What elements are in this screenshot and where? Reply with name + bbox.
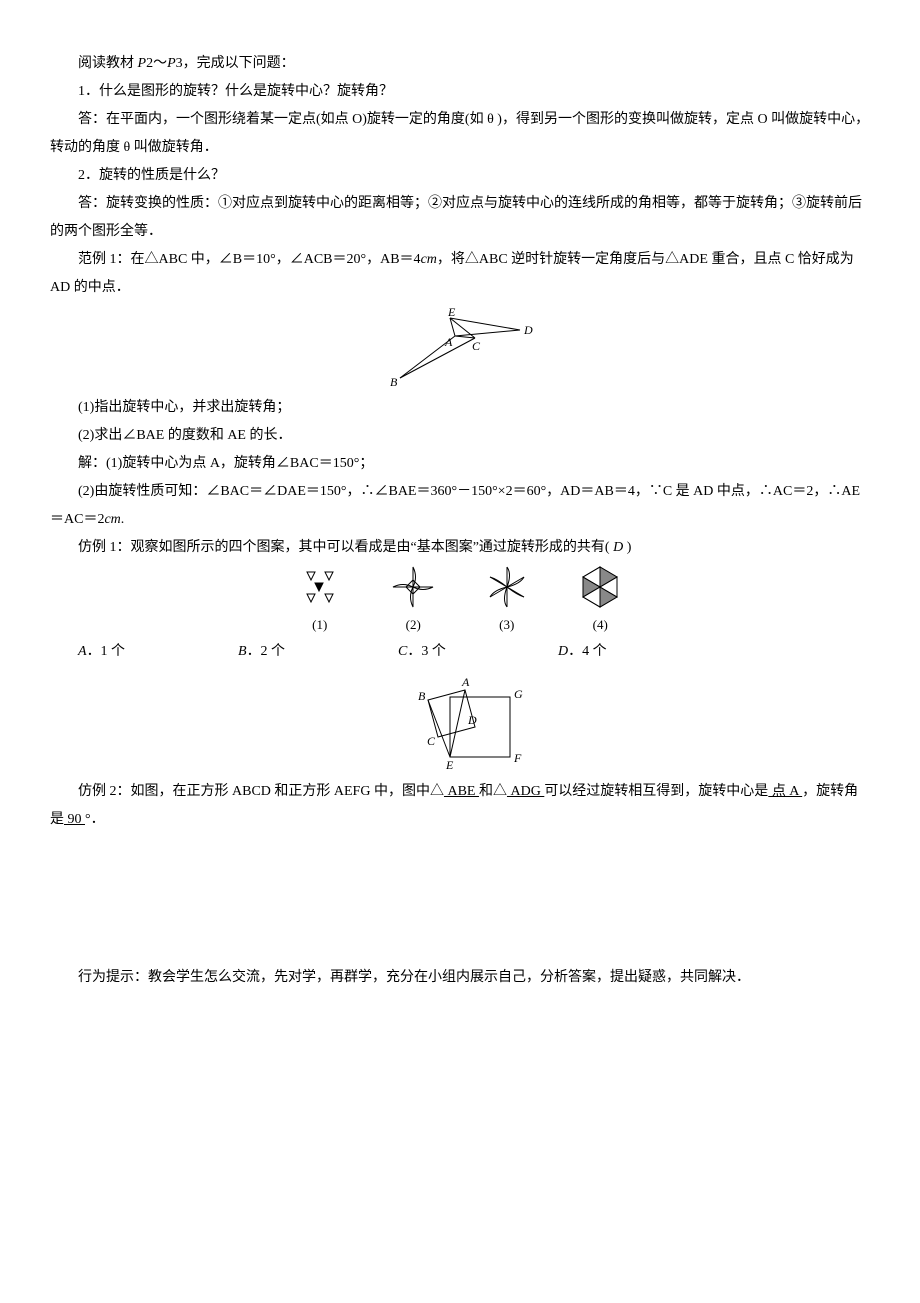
ex1-cm: cm — [421, 252, 437, 267]
opt-c-text: ．3 个 — [407, 644, 446, 659]
ex1-pre: 范例 1：在△ABC 中，∠B＝10°，∠ACB＝20°，AB＝4 — [78, 252, 421, 267]
ex1-line: 范例 1：在△ABC 中，∠B＝10°，∠ACB＝20°，AB＝4cm，将△AB… — [50, 246, 870, 302]
hint-line: 行为提示：教会学生怎么交流，先对学，再群学，充分在小组内展示自己，分析答案，提出… — [50, 964, 870, 992]
sol2-cm: cm — [104, 512, 120, 527]
ex1-sol1: 解：(1)旋转中心为点 A，旋转角∠BAC＝150°； — [50, 450, 870, 478]
sol2-b: . — [121, 512, 125, 527]
ex1-sol2: (2)由旋转性质可知：∠BAC＝∠DAE＝150°，∴∠BAE＝360°－150… — [50, 478, 870, 534]
imit1-line: 仿例 1：观察如图所示的四个图案，其中可以看成是由“基本图案”通过旋转形成的共有… — [50, 534, 870, 562]
opt-c-letter: C — [398, 644, 407, 659]
intro-p2: P — [138, 56, 147, 71]
pattern-1: (1) — [275, 562, 365, 638]
figure-3: A G B D C E F — [50, 672, 870, 772]
imit1-a: 仿例 1：观察如图所示的四个图案，其中可以看成是由“基本图案”通过旋转形成的共有… — [78, 540, 613, 555]
sol1-text: (1)旋转中心为点 A，旋转角∠BAC＝150°； — [106, 456, 373, 471]
pattern-3: (3) — [462, 562, 552, 638]
pattern-1-label: (1) — [275, 612, 365, 638]
fig3-e: E — [445, 758, 454, 772]
opt-d-text: ．4 个 — [568, 644, 607, 659]
fig3-d: D — [467, 713, 477, 727]
fig1-label-d: D — [523, 323, 533, 337]
pattern-4-label: (4) — [555, 612, 645, 638]
fig1-label-a: A — [444, 335, 453, 349]
option-a: A．1 个 — [50, 638, 210, 666]
pattern-2-label: (2) — [368, 612, 458, 638]
option-d: D．4 个 — [530, 638, 690, 666]
intro-n2: 2～ — [146, 56, 167, 71]
imit2-t5: °． — [85, 812, 105, 827]
option-c: C．3 个 — [370, 638, 530, 666]
fig3-c: C — [427, 734, 436, 748]
pattern-4: (4) — [555, 562, 645, 638]
fig3-a: A — [461, 675, 470, 689]
imit2-t2: 和△ — [479, 784, 507, 799]
sol-label: 解： — [78, 456, 106, 471]
pattern-3-label: (3) — [462, 612, 552, 638]
fig1-label-c: C — [472, 339, 481, 353]
ex1-p2: (2)求出∠BAE 的度数和 AE 的长． — [50, 422, 870, 450]
fig1-label-e: E — [447, 308, 456, 319]
imit2-u4: 90 — [64, 812, 85, 827]
a2-text: 答：旋转变换的性质：①对应点到旋转中心的距离相等；②对应点与旋转中心的连线所成的… — [50, 190, 870, 246]
imit2-u3: 点 A — [768, 784, 802, 799]
intro-n3: 3，完成以下问题： — [176, 56, 295, 71]
imit2-u1: ABE — [444, 784, 479, 799]
intro-line: 阅读教材 P2～P3，完成以下问题： — [50, 50, 870, 78]
imit1-b: ) — [623, 540, 631, 555]
fig3-g: G — [514, 687, 523, 701]
q1-title: 1．什么是图形的旋转？什么是旋转中心？旋转角？ — [50, 78, 870, 106]
figure-1: E A C D B — [50, 308, 870, 388]
intro-p3: P — [167, 56, 176, 71]
opt-b-letter: B — [238, 644, 247, 659]
opt-b-text: ．2 个 — [247, 644, 286, 659]
ex1-p1: (1)指出旋转中心，并求出旋转角； — [50, 394, 870, 422]
imit2-t1: 仿例 2：如图，在正方形 ABCD 和正方形 AEFG 中，图中△ — [78, 784, 444, 799]
option-b: B．2 个 — [210, 638, 370, 666]
a1-text: 答：在平面内，一个图形绕着某一定点(如点 O)旋转一定的角度(如 θ )，得到另… — [50, 106, 870, 162]
pattern-2: (2) — [368, 562, 458, 638]
q2-title: 2．旋转的性质是什么？ — [50, 162, 870, 190]
imit2-line: 仿例 2：如图，在正方形 ABCD 和正方形 AEFG 中，图中△ ABE 和△… — [50, 778, 870, 834]
options-row: A．1 个 B．2 个 C．3 个 D．4 个 — [50, 638, 870, 666]
imit1-ans: D — [613, 540, 623, 555]
fig1-label-b: B — [390, 375, 398, 388]
sol2-a: (2)由旋转性质可知：∠BAC＝∠DAE＝150°，∴∠BAE＝360°－150… — [50, 484, 860, 527]
opt-a-letter: A — [78, 644, 87, 659]
imit2-t3: 可以经过旋转相互得到，旋转中心是 — [544, 784, 768, 799]
patterns-row: (1) (2) (3) — [50, 562, 870, 638]
fig3-f: F — [513, 751, 522, 765]
intro-read: 阅读教材 — [78, 56, 138, 71]
blank-gap — [50, 834, 870, 964]
opt-a-text: ．1 个 — [87, 644, 126, 659]
opt-d-letter: D — [558, 644, 568, 659]
imit2-u2: ADG — [507, 784, 544, 799]
fig3-b: B — [418, 689, 426, 703]
